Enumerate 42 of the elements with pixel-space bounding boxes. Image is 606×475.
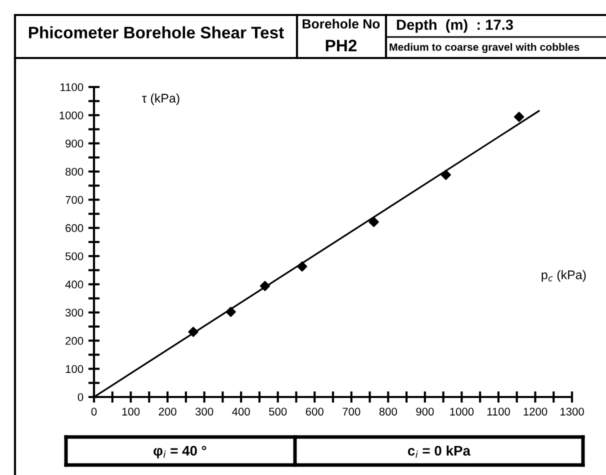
chart-title: Phicometer Borehole Shear Test [28,26,284,38]
text: Borehole No [302,18,380,29]
x-tick-label: 300 [195,408,214,416]
x-tick-label: 0 [91,408,97,416]
x-tick-label: 400 [232,408,250,416]
x-tick-label: 100 [122,408,140,416]
y-tick-label: 400 [65,280,84,288]
y-tick-label: 700 [66,196,84,204]
x-axis-title: p$_{c}$ (kPa) [542,270,586,282]
y-tick-label: 900 [66,140,84,148]
point [368,216,379,228]
point [226,306,236,317]
y-tick-label: 1000 [60,111,84,120]
x-tick-label: 900 [416,408,434,416]
y-tick-label: 1100 [60,83,84,92]
point [440,170,451,180]
x-tick-label: 1000 [450,408,474,416]
x-tick-label: 200 [158,408,176,416]
x-tick-label: 1200 [524,408,548,416]
x-tick-label: 700 [342,408,360,416]
y-tick-label: 500 [65,252,84,260]
point [514,112,524,122]
text: c$_{i}$ = 0 kPa [408,445,471,458]
x-tick-label: 500 [269,408,287,416]
text: PH2 [326,40,357,52]
y-tick-label: 800 [66,168,84,176]
point [260,280,270,292]
x-tick-label: 600 [306,408,324,416]
y-tick-label: 100 [66,365,84,373]
y-tick-label: 200 [66,336,84,345]
y-axis-title: τ (kPa) [142,93,180,106]
text: Depth (m) : 17.3 [396,19,513,33]
y-tick-label: 300 [65,308,84,317]
y-tick-label: 0 [78,393,84,402]
y-tick-label: 600 [66,224,84,232]
x-tick-label: 1300 [560,408,584,416]
point [188,326,198,337]
text: Medium to coarse gravel with cobbles [390,43,580,53]
x-tick-label: 1100 [487,408,510,416]
text: φ$_{i}$ = 40 ° [154,446,206,458]
point [297,261,308,272]
x-tick-label: 800 [379,408,397,416]
